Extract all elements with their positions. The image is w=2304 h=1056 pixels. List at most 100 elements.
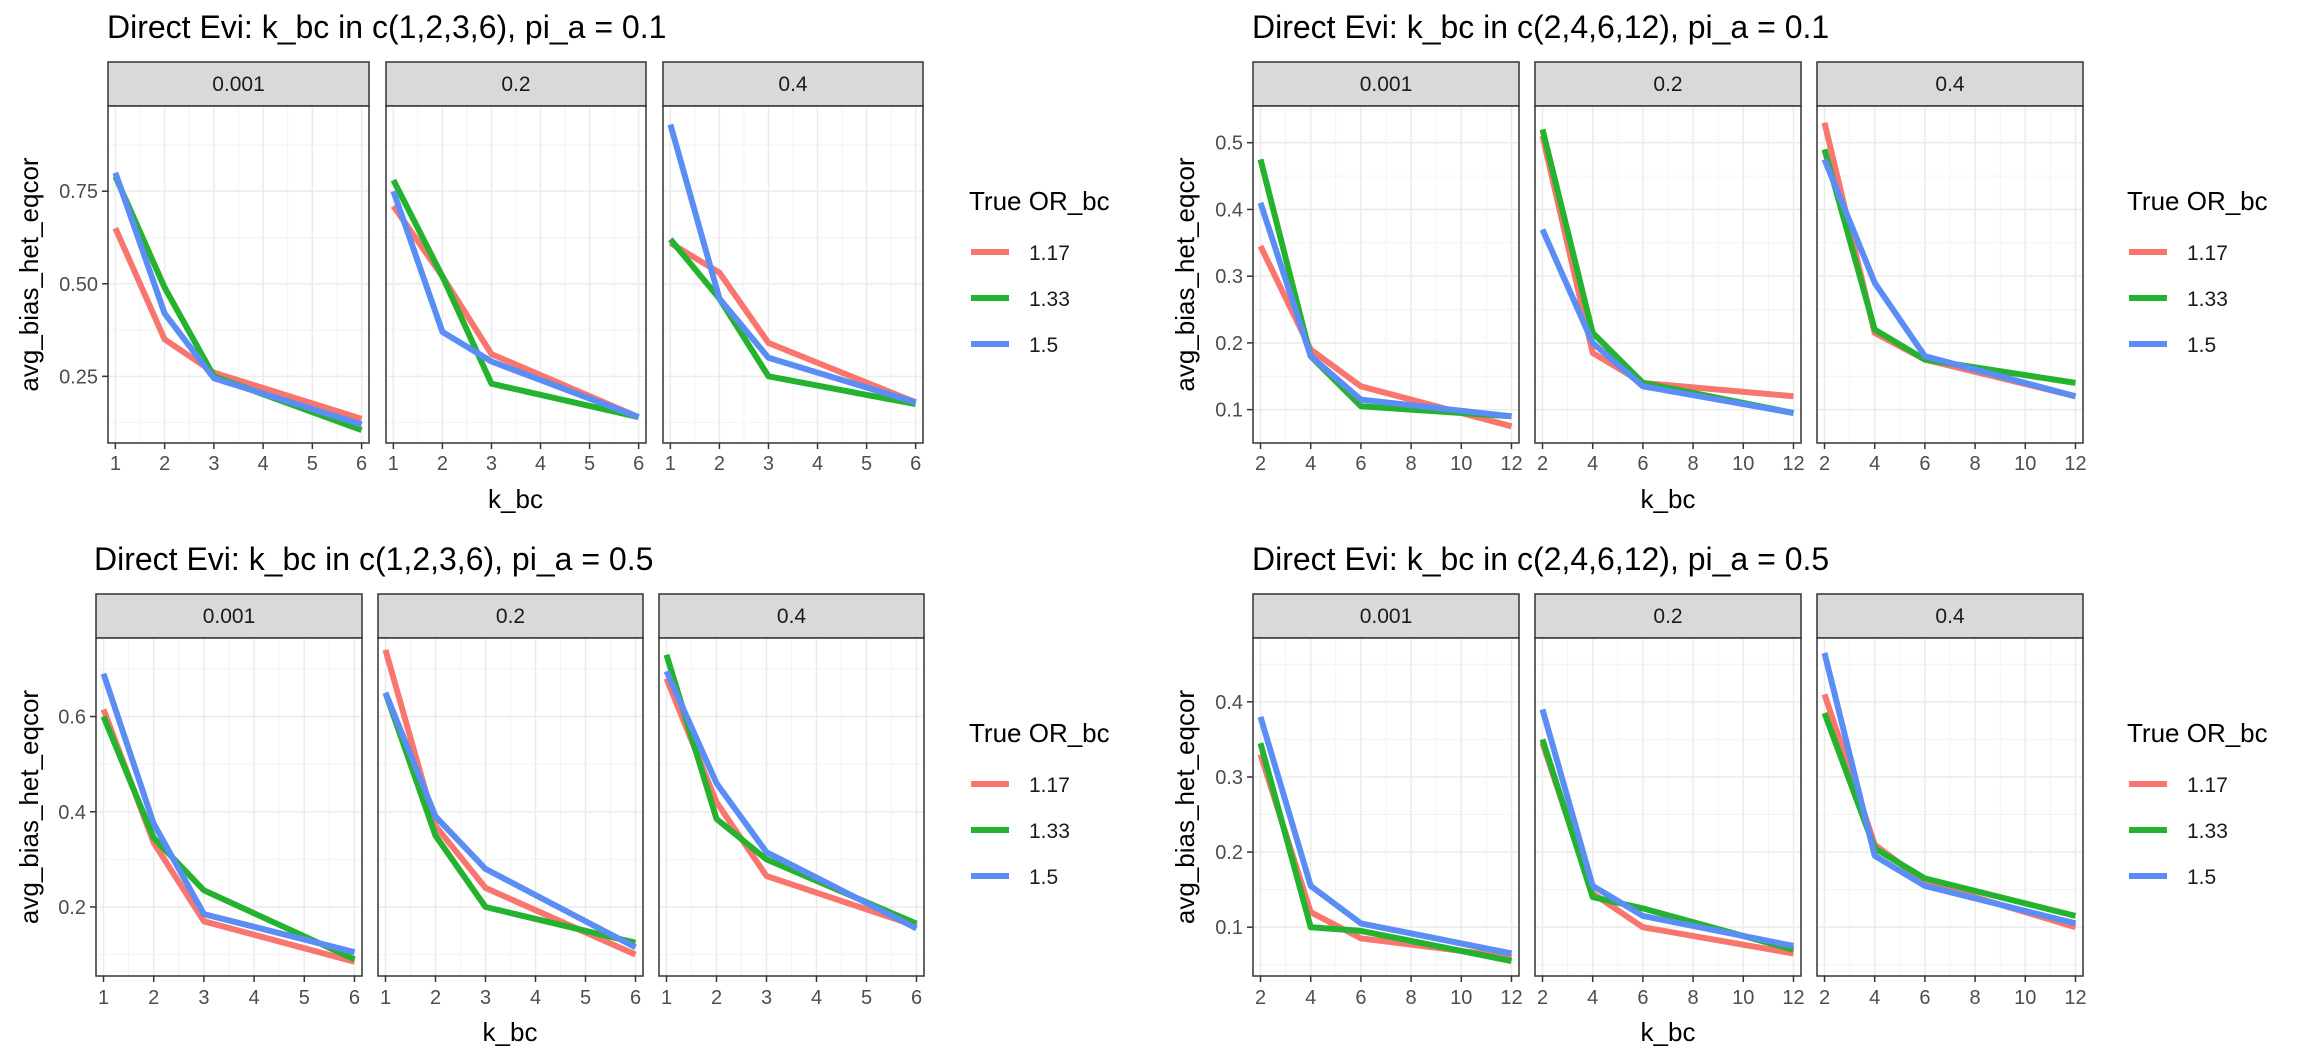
x-tick-label: 2	[711, 987, 722, 1009]
x-tick-label: 6	[1919, 453, 1930, 475]
x-tick-label: 12	[2064, 987, 2086, 1009]
y-tick-label: 0.75	[59, 181, 98, 203]
y-axis-title: avg_bias_het_eqcor	[14, 157, 44, 392]
legend-title: True OR_bc	[2127, 186, 2268, 216]
facet-strip	[95, 593, 363, 639]
facet-strip	[377, 593, 644, 639]
y-tick-label: 0.50	[59, 274, 98, 296]
series-line-1-33	[382, 691, 637, 946]
x-tick-label: 6	[630, 987, 641, 1009]
x-tick-label: 3	[480, 987, 491, 1009]
panel-border	[107, 105, 370, 444]
panel-border	[377, 637, 644, 977]
x-tick-label: 3	[761, 987, 772, 1009]
x-axis-title: k_bc	[1641, 484, 1696, 514]
x-tick-label: 4	[1869, 987, 1880, 1009]
x-axis-title: k_bc	[488, 484, 543, 514]
chart-title: Direct Evi: k_bc in c(1,2,3,6), pi_a = 0…	[107, 9, 666, 45]
legend-label: 1.5	[2187, 334, 2216, 357]
series-line-1-33	[1257, 742, 1513, 964]
x-tick-label: 6	[356, 453, 367, 475]
x-tick-label: 8	[1970, 987, 1981, 1009]
x-tick-label: 2	[437, 453, 448, 475]
y-tick-label: 0.4	[1215, 692, 1243, 714]
x-tick-label: 2	[1255, 453, 1266, 475]
x-tick-label: 5	[861, 987, 872, 1009]
series-line-1-5	[667, 123, 917, 406]
x-tick-label: 5	[299, 987, 310, 1009]
x-tick-label: 12	[1500, 453, 1522, 475]
series-line-1-5	[100, 672, 356, 956]
legend: True OR_bc 1.17 1.33 1.5	[2127, 718, 2268, 889]
x-tick-label: 6	[633, 453, 644, 475]
x-tick-label: 4	[1587, 987, 1598, 1009]
facet-strip-label: 0.2	[1653, 605, 1682, 628]
panel-border	[385, 105, 647, 444]
x-tick-label: 3	[486, 453, 497, 475]
facet-strip-label: 0.001	[1360, 73, 1413, 96]
panel-border	[1252, 105, 1520, 444]
x-tick-label: 4	[258, 453, 269, 475]
legend-label: 1.5	[1029, 866, 1058, 889]
facet-panel: 0.2 1 2 3 4 5 6	[385, 61, 647, 475]
series-line-1-17	[112, 226, 363, 422]
facet-panel: 0.2 2 4 6 8 10 12	[1534, 61, 1805, 475]
facet-strip	[107, 61, 370, 107]
x-tick-label: 12	[1782, 453, 1804, 475]
legend: True OR_bc 1.17 1.33 1.5	[2127, 186, 2268, 357]
legend-label: 1.33	[1029, 820, 1070, 843]
x-tick-label: 6	[349, 987, 360, 1009]
x-tick-label: 4	[1305, 987, 1316, 1009]
series-line-1-17	[668, 240, 917, 406]
x-tick-label: 6	[910, 453, 921, 475]
facet-panel: 0.2 2 4 6 8 10 12	[1534, 593, 1805, 1009]
x-tick-label: 5	[580, 987, 591, 1009]
x-tick-label: 6	[1637, 453, 1648, 475]
x-tick-label: 1	[665, 453, 676, 475]
x-tick-label: 8	[1688, 453, 1699, 475]
legend-label: 1.17	[2187, 774, 2228, 797]
y-tick-label: 0.2	[58, 897, 86, 919]
x-tick-label: 10	[2014, 987, 2036, 1009]
x-tick-label: 2	[1537, 987, 1548, 1009]
facet-panel: 0.4 2 4 6 8 10 12	[1816, 593, 2087, 1009]
x-tick-label: 6	[1637, 987, 1648, 1009]
series-line-1-5	[1257, 201, 1512, 420]
facet-strip	[1252, 61, 1520, 107]
x-tick-label: 8	[1406, 453, 1417, 475]
y-axis-title: avg_bias_het_eqcor	[14, 690, 44, 925]
facet-strip	[385, 61, 647, 107]
x-tick-label: 1	[98, 987, 109, 1009]
y-tick-label: 0.5	[1215, 133, 1243, 155]
x-tick-label: 1	[380, 987, 391, 1009]
x-tick-label: 5	[584, 453, 595, 475]
series-line-1-5	[1539, 708, 1795, 949]
y-tick-label: 0.2	[1215, 842, 1243, 864]
x-tick-label: 12	[1500, 987, 1522, 1009]
x-tick-label: 2	[1255, 987, 1266, 1009]
y-tick-label: 0.25	[59, 366, 98, 388]
legend-label: 1.33	[2187, 288, 2228, 311]
facet-strip-label: 0.2	[1653, 73, 1682, 96]
legend-label: 1.17	[1029, 242, 1070, 265]
legend-title: True OR_bc	[969, 186, 1110, 216]
x-tick-label: 4	[1587, 453, 1598, 475]
panel-border	[1252, 637, 1520, 977]
x-tick-label: 12	[1782, 987, 1804, 1009]
x-tick-label: 10	[1450, 987, 1472, 1009]
panel-border	[95, 637, 363, 977]
x-tick-label: 4	[812, 453, 823, 475]
facet-panel: 0.4 2 4 6 8 10 12	[1816, 61, 2087, 475]
y-tick-label: 0.4	[58, 802, 86, 824]
facet-strip-label: 0.4	[1935, 605, 1965, 628]
x-tick-label: 8	[1406, 987, 1417, 1009]
x-tick-label: 5	[861, 453, 872, 475]
x-tick-label: 3	[208, 453, 219, 475]
facet-strip	[658, 593, 925, 639]
x-tick-label: 6	[911, 987, 922, 1009]
series-line-1-33	[390, 178, 640, 421]
x-tick-label: 4	[249, 987, 260, 1009]
panel-border	[1534, 637, 1802, 977]
facet-strip	[1816, 593, 2084, 639]
